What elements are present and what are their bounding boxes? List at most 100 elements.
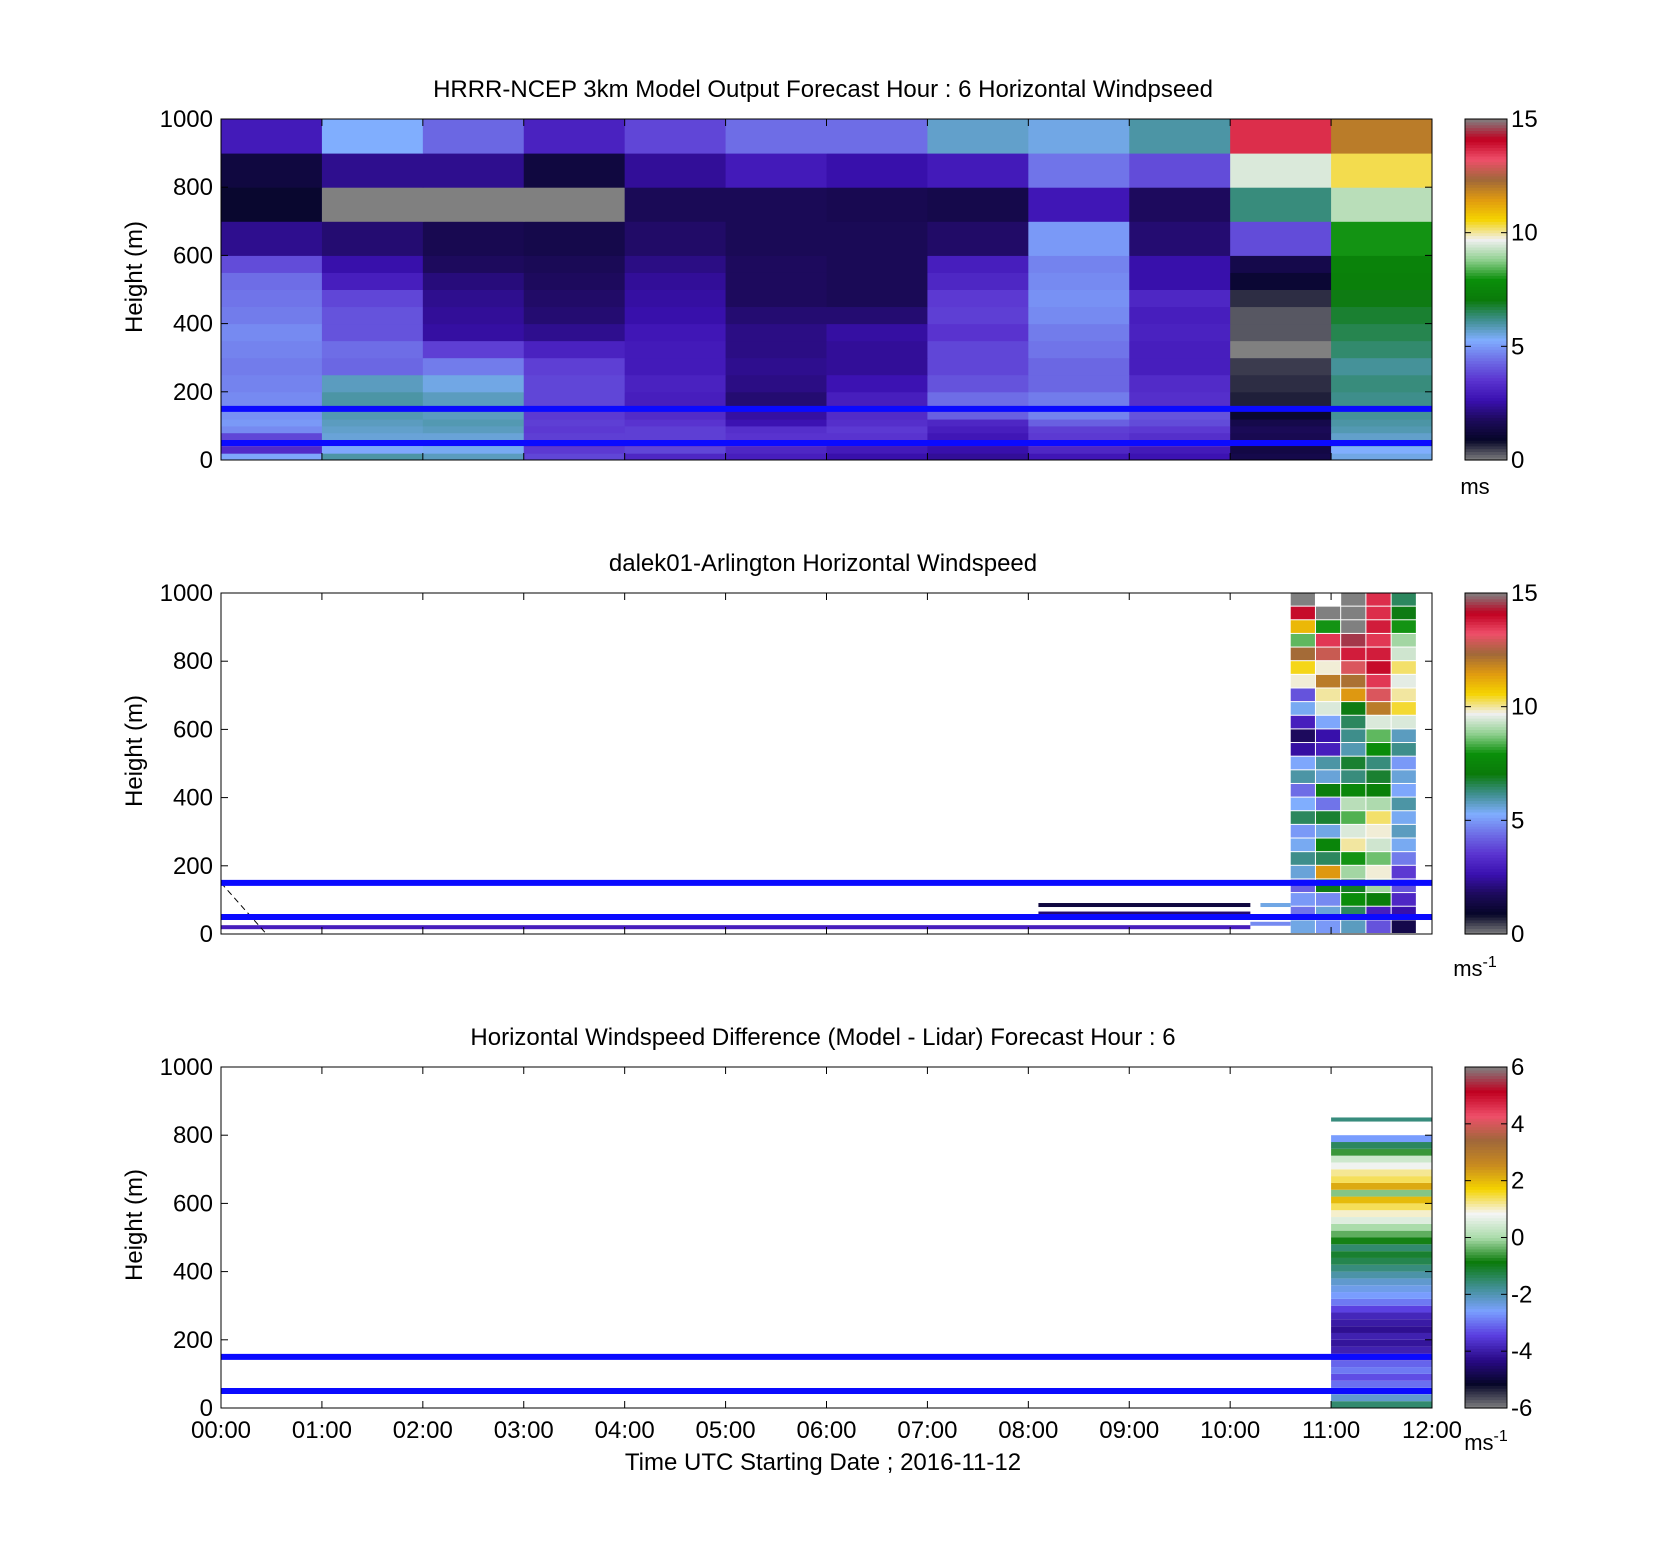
- difference-cell: [1331, 1394, 1432, 1402]
- heatmap-cell: [1331, 221, 1433, 256]
- colorbar-segment: [1465, 181, 1507, 185]
- colorbar-segment: [1465, 198, 1507, 203]
- lidar-cell: [1391, 729, 1416, 743]
- difference-cell: [1331, 1217, 1432, 1224]
- colorbar-segment: [1465, 1194, 1507, 1199]
- lidar-cell: [1315, 620, 1341, 633]
- colorbar-segment: [1465, 1322, 1507, 1327]
- heatmap-cell: [523, 425, 626, 434]
- colorbar-segment: [1465, 871, 1507, 875]
- lidar-cell: [1315, 661, 1341, 674]
- colorbar-segment: [1465, 641, 1507, 645]
- title-lidar: dalek01-Arlington Horizontal Windspeed: [609, 550, 1037, 577]
- colorbar-segment: [1465, 723, 1507, 728]
- colorbar-segment: [1465, 317, 1507, 322]
- heatmap-cell: [422, 391, 525, 410]
- heatmap-cell: [422, 187, 525, 222]
- heatmap-cell: [1028, 419, 1130, 427]
- difference-cell: [1331, 1305, 1432, 1313]
- difference-cell: [1331, 1169, 1432, 1177]
- colorbar-segment: [1465, 380, 1507, 384]
- lidar-cell: [1391, 647, 1416, 661]
- colorbar-segment: [1465, 891, 1507, 895]
- lidar-strip: [1038, 903, 1251, 908]
- heatmap-cell: [523, 408, 626, 420]
- heatmap-cell: [321, 391, 424, 410]
- colorbar-segment: [1465, 144, 1507, 149]
- colorbar-segment: [1465, 1126, 1507, 1131]
- colorbar-segment: [1465, 411, 1507, 416]
- colorbar-segment: [1465, 669, 1507, 674]
- lidar-cell: [1341, 729, 1366, 743]
- colorbar-segment: [1465, 232, 1507, 237]
- y-tick-label: 200: [173, 853, 213, 880]
- heatmap-cell: [321, 374, 424, 393]
- colorbar-segment: [1465, 621, 1507, 625]
- colorbar-segment: [1465, 1285, 1507, 1290]
- lidar-cell: [1341, 811, 1366, 824]
- y-tick-label: 0: [200, 1395, 213, 1422]
- colorbar-segment: [1465, 1328, 1507, 1332]
- colorbar-segment: [1465, 1368, 1507, 1372]
- plot-background: [221, 593, 1432, 934]
- colorbar-segment: [1465, 457, 1507, 461]
- colorbar-segment: [1465, 911, 1507, 915]
- colorbar-segment: [1465, 1129, 1507, 1133]
- colorbar-segment: [1465, 1260, 1507, 1264]
- lidar-cell: [1391, 838, 1416, 852]
- heatmap-cell: [725, 119, 827, 154]
- difference-cell: [1331, 1162, 1432, 1170]
- difference-cell: [1331, 1264, 1432, 1272]
- colorbar-segment: [1465, 1160, 1507, 1165]
- difference-cell: [1331, 1223, 1432, 1231]
- lidar-cell: [1290, 783, 1315, 797]
- heatmap-cell: [826, 153, 928, 188]
- colorbar-segment: [1465, 1228, 1507, 1233]
- colorbar-segment: [1465, 138, 1507, 143]
- colorbar-segment: [1465, 1169, 1507, 1173]
- colorbar-segment: [1465, 854, 1507, 858]
- heatmap-cell: [927, 425, 1029, 434]
- colorbar-segment: [1465, 1123, 1507, 1128]
- lidar-cell: [1366, 647, 1391, 661]
- colorbar-segment: [1465, 1152, 1507, 1156]
- colorbar-segment: [1465, 1138, 1507, 1142]
- colorbar-segment: [1465, 360, 1507, 364]
- heatmap-cell: [1331, 289, 1433, 308]
- colorbar-segment: [1465, 1069, 1507, 1074]
- lidar-cell: [1341, 647, 1366, 661]
- colorbar-segment: [1465, 754, 1507, 759]
- colorbar-segment: [1465, 1359, 1507, 1364]
- heatmap-cell: [624, 187, 727, 222]
- colorbar-segment: [1465, 1092, 1507, 1097]
- colorbar-segment: [1465, 593, 1507, 597]
- heatmap-cell: [1028, 340, 1130, 359]
- colorbar-segment: [1465, 1120, 1507, 1125]
- colorbar-segment: [1465, 681, 1507, 685]
- colorbar-segment: [1465, 354, 1507, 359]
- colorbar-segment: [1465, 638, 1507, 642]
- heatmap-cell: [221, 153, 323, 188]
- colorbar-segment: [1465, 306, 1507, 310]
- colorbar-segment: [1465, 178, 1507, 183]
- panel-model-output: HRRR-NCEP 3km Model Output Forecast Hour…: [121, 76, 1490, 499]
- heatmap-cell: [1028, 432, 1130, 441]
- heatmap-cell: [927, 119, 1029, 154]
- lidar-cell: [1366, 661, 1391, 674]
- colorbar-segment: [1465, 1305, 1507, 1310]
- colorbar-segment: [1465, 1155, 1507, 1159]
- difference-cell: [1331, 1155, 1432, 1163]
- plot-background: [221, 1067, 1432, 1408]
- colorbar-segment: [1465, 655, 1507, 659]
- lidar-cell: [1315, 715, 1341, 729]
- colorbar-segment: [1465, 803, 1507, 807]
- colorbar-segment: [1465, 448, 1507, 453]
- colorbar-segment: [1465, 607, 1507, 611]
- lidar-cell: [1366, 756, 1391, 770]
- plot-area-difference: 00:00 01:00 02:00 03:00 04:00 05:00 06:00 07:00…: [160, 1054, 1462, 1444]
- heatmap-cell: [927, 255, 1029, 273]
- heatmap-cell: [221, 340, 323, 359]
- colorbar-segment: [1465, 1103, 1507, 1108]
- heatmap-cell: [1129, 357, 1231, 376]
- colorbar-segment: [1465, 666, 1507, 671]
